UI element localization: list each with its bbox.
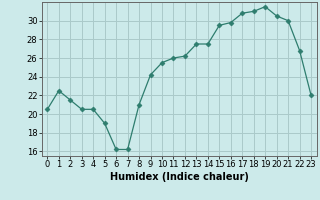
X-axis label: Humidex (Indice chaleur): Humidex (Indice chaleur)	[110, 172, 249, 182]
